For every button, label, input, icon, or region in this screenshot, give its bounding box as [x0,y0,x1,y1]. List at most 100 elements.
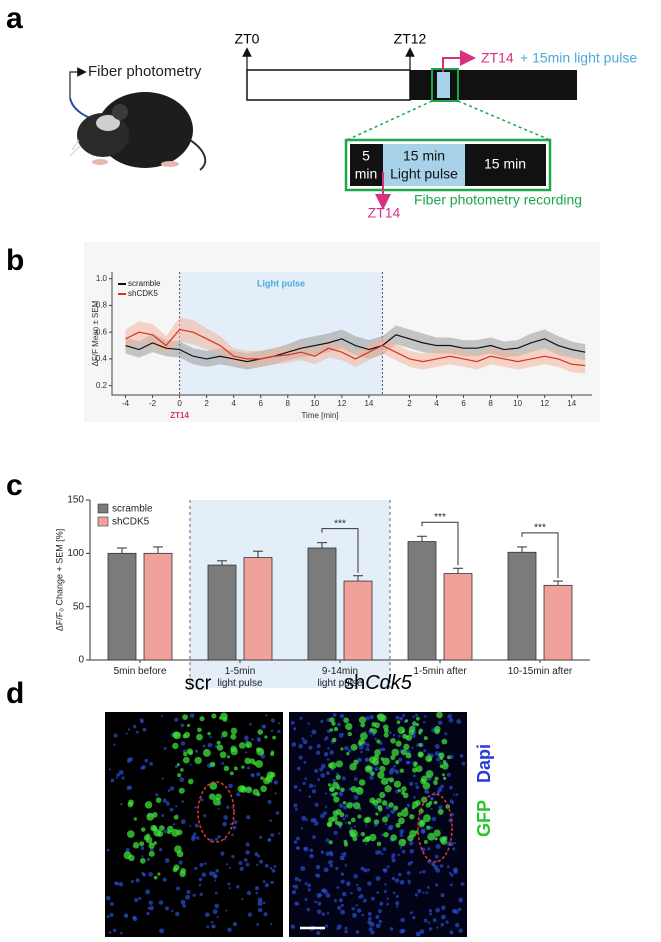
gfp-cell [412,721,417,726]
nucleus [320,763,326,769]
nucleus [231,854,235,859]
pulse-label: + 15min light pulse [520,50,637,66]
gfp-cell [350,785,358,793]
nucleus [292,885,295,888]
gfp-cell [244,757,251,765]
nucleus [313,785,317,788]
gfp-cell [439,756,444,761]
panel-label: b [6,244,24,277]
nucleus [422,870,426,874]
nucleus [408,840,414,846]
nucleus [357,908,362,913]
nucleus [232,922,238,927]
nucleus [327,747,330,750]
title-gene: Cdk5 [365,672,413,694]
nucleus [343,805,348,810]
roi-outline [417,793,453,863]
nucleus [390,809,395,814]
nucleus [342,857,345,861]
nucleus [264,883,270,888]
nucleus [191,837,196,842]
gfp-cell [390,754,396,761]
gfp-cell [180,867,187,874]
nucleus [399,846,403,849]
segment-label: Light pulse [390,166,458,182]
gfp-cell [199,716,205,722]
gfp-cell [369,797,376,804]
nucleus [419,929,425,934]
nucleus [159,847,163,852]
x-tick-label: 0 [177,399,182,408]
x-tick-label: -4 [122,399,130,408]
nucleus [419,871,422,874]
gfp-cell [253,761,257,766]
nucleus [112,928,117,933]
significance-label: *** [534,523,546,534]
gfp-cell [376,739,381,744]
nucleus [135,730,139,734]
nucleus [401,928,406,933]
nucleus [110,778,115,783]
nucleus [422,891,425,894]
nucleus [378,850,382,854]
gfp-cell [133,817,137,821]
bar [543,584,573,661]
significance-label: *** [434,512,446,523]
legend-label: scramble [128,279,161,288]
nucleus [217,807,220,810]
nucleus [391,857,396,863]
gfp-cell [383,831,389,838]
x-tick-label: 10 [310,399,319,408]
gfp-cell [166,830,171,835]
nucleus [423,918,428,923]
nucleus [180,723,185,728]
nucleus [398,734,401,738]
nucleus [169,807,174,812]
nucleus [277,729,281,734]
segment [383,144,465,186]
nucleus [193,832,197,836]
gfp-cell [415,765,423,773]
gfp-cell [376,841,382,847]
nucleus [189,713,195,719]
nucleus [164,906,170,911]
gfp-cell [441,738,448,745]
gfp-cell [390,834,398,841]
nucleus [244,751,248,754]
gfp-cell [402,733,408,739]
nucleus [338,803,344,808]
nucleus [406,871,411,875]
nucleus [113,743,116,746]
gfp-cell [230,727,238,735]
y-tick-label: 0 [78,655,84,666]
gfp-cell [411,801,419,808]
bar [307,547,337,661]
nucleus [338,898,343,903]
nucleus [312,835,316,840]
gfp-cell [398,838,407,847]
highlight-box [431,68,459,102]
gfp-cell [178,787,185,794]
gfp-cell [408,729,415,736]
nucleus [243,858,248,862]
nucleus [414,782,418,785]
nucleus [453,793,456,796]
gfp-cell [186,748,193,755]
nucleus [355,930,360,934]
gfp-cell [387,777,391,781]
nucleus [435,860,438,863]
gfp-cell [357,814,362,819]
x-tick-label: 4 [434,399,439,408]
nucleus [430,826,433,830]
gfp-cell [358,779,366,786]
gfp-cell [357,741,363,747]
nucleus [353,874,358,879]
nucleus [163,746,167,750]
nucleus [211,924,216,929]
nucleus [341,891,347,897]
gfp-cell [396,720,401,725]
nucleus [232,825,237,830]
bar [507,551,537,661]
nucleus [148,900,154,906]
gfp-cell [148,850,155,857]
